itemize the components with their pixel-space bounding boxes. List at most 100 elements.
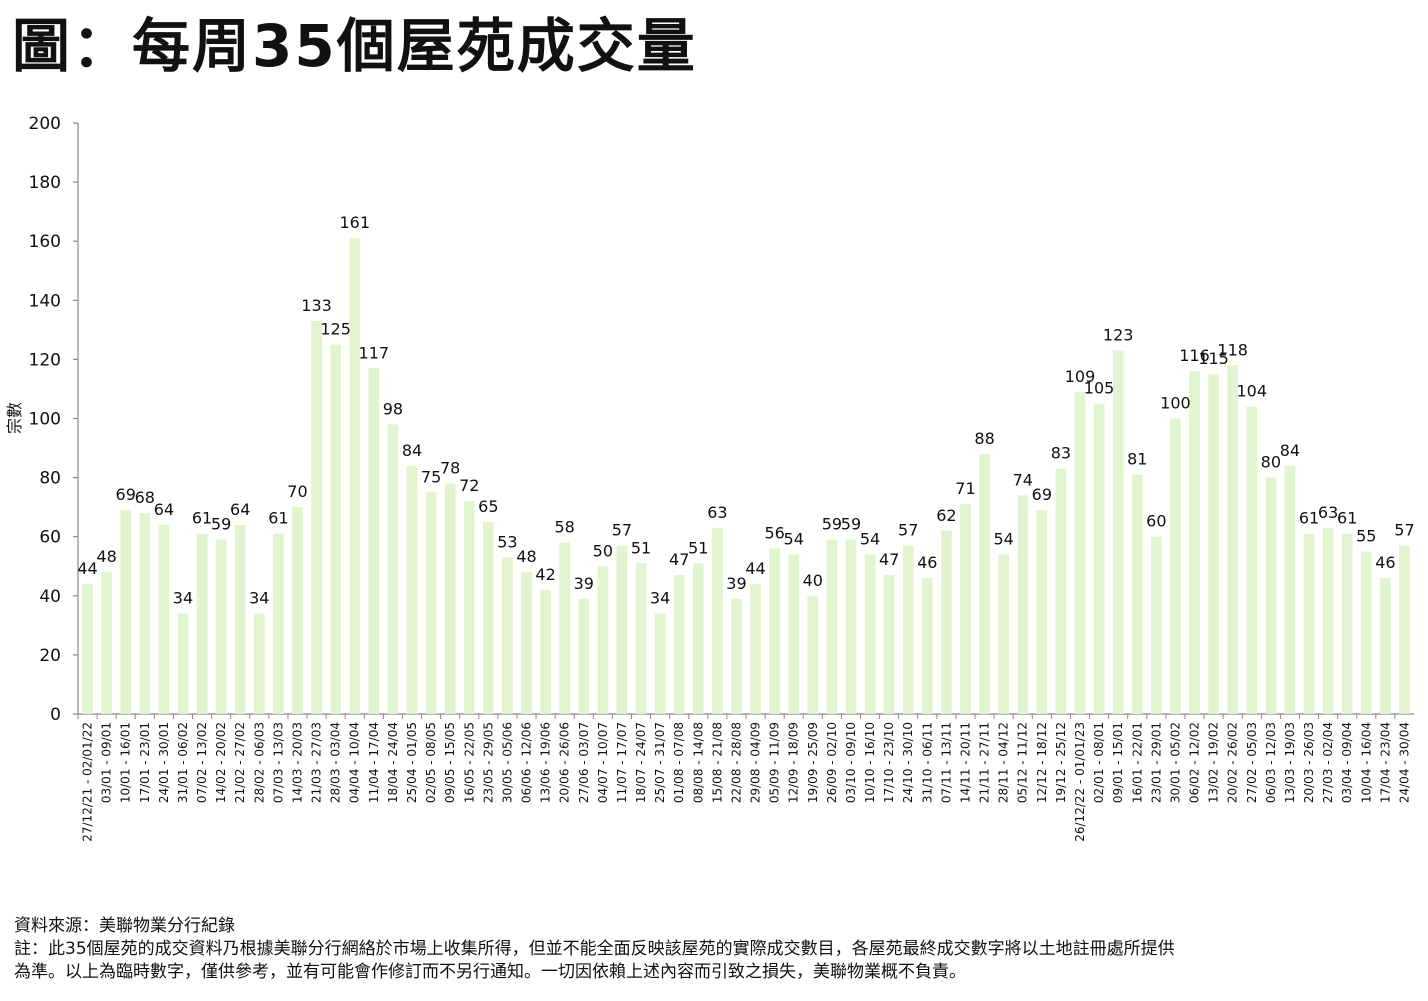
data-label: 54 [784, 529, 804, 548]
data-label: 34 [173, 589, 193, 608]
x-tick-label: 12/12 - 18/12 [1035, 722, 1049, 803]
x-tick-label: 06/03 - 12/03 [1264, 722, 1278, 803]
data-label: 59 [211, 515, 231, 534]
y-tick-label: 0 [50, 705, 61, 725]
data-label: 81 [1127, 450, 1147, 469]
bar [521, 572, 532, 714]
bar [559, 542, 571, 714]
data-label: 34 [249, 589, 269, 608]
data-label: 51 [688, 538, 708, 557]
data-label: 56 [764, 524, 784, 543]
source-note: 資料來源：美聯物業分行紀錄 [14, 916, 235, 936]
x-tick-label: 19/09 - 25/09 [806, 722, 820, 803]
bar [292, 507, 303, 714]
bar [1170, 418, 1181, 714]
x-tick-label: 13/03 - 19/03 [1283, 722, 1297, 803]
bar [673, 575, 685, 714]
data-label: 60 [1146, 512, 1166, 531]
x-tick-label: 13/06 - 19/06 [539, 722, 553, 803]
bar [330, 344, 342, 714]
x-tick-label: 03/01 - 09/01 [100, 722, 114, 803]
data-label: 69 [116, 485, 136, 504]
x-tick-label: 31/10 - 06/11 [920, 722, 934, 803]
x-tick-label: 07/03 - 13/03 [271, 722, 285, 803]
x-tick-label: 09/05 - 15/05 [443, 722, 457, 803]
bar [921, 578, 933, 714]
data-label: 98 [383, 399, 403, 418]
bar [425, 492, 437, 714]
bar [1341, 533, 1353, 714]
data-label: 88 [974, 429, 994, 448]
bar [1208, 374, 1219, 714]
bar [597, 566, 609, 714]
bar [215, 539, 227, 714]
x-tick-label: 24/10 - 30/10 [901, 722, 915, 803]
x-tick-label: 28/03 - 03/04 [329, 722, 343, 803]
x-tick-label: 30/01 - 05/02 [1168, 722, 1182, 803]
data-label: 104 [1236, 382, 1267, 401]
x-tick-label: 11/04 - 17/04 [367, 722, 381, 803]
x-tick-label: 23/01 - 29/01 [1149, 722, 1163, 803]
bar [998, 554, 1010, 714]
x-tick-label: 26/12/22 - 01/01/23 [1073, 722, 1087, 842]
disclaimer-line-2: 為準。以上為臨時數字，僅供參考，並有可能會作修訂而不另行通知。一切因依賴上述內容… [14, 962, 966, 982]
x-tick-label: 06/06 - 12/06 [520, 722, 534, 803]
x-tick-label: 10/01 - 16/01 [119, 722, 133, 803]
data-label: 70 [287, 482, 307, 501]
data-label: 39 [726, 574, 746, 593]
x-tick-label: 21/03 - 27/03 [310, 722, 324, 803]
x-tick-label: 02/01 - 08/01 [1092, 722, 1106, 803]
x-tick-label: 07/02 - 13/02 [195, 722, 209, 803]
bar [578, 598, 590, 714]
data-label: 71 [955, 479, 975, 498]
bar [1036, 510, 1048, 714]
data-label: 75 [421, 467, 441, 486]
x-tick-label: 25/07 - 31/07 [653, 722, 667, 803]
bar [1074, 391, 1086, 714]
bar [349, 238, 361, 714]
data-label: 57 [1394, 521, 1414, 540]
data-label: 64 [230, 500, 250, 519]
bar [540, 589, 551, 714]
bar [1284, 465, 1296, 714]
bar [1017, 495, 1029, 714]
data-label: 51 [631, 538, 651, 557]
bar [883, 575, 895, 714]
data-label: 83 [1051, 444, 1071, 463]
x-tick-label: 03/04 - 09/04 [1340, 722, 1354, 803]
data-label: 133 [301, 296, 332, 315]
data-label: 54 [993, 529, 1013, 548]
x-tick-label: 15/08 - 21/08 [710, 722, 724, 803]
bar [1246, 406, 1258, 714]
bar [177, 613, 189, 714]
data-label: 59 [822, 515, 842, 534]
data-label: 59 [841, 515, 861, 534]
data-label: 84 [1280, 441, 1300, 460]
bar [731, 598, 742, 714]
x-tick-label: 20/06 - 26/06 [558, 722, 572, 803]
x-tick-label: 02/05 - 08/05 [424, 722, 438, 803]
y-tick-label: 100 [29, 410, 61, 430]
x-tick-label: 10/04 - 16/04 [1359, 722, 1373, 803]
data-label: 117 [359, 343, 390, 362]
data-labels: 4448696864346159643461701331251611179884… [77, 213, 1414, 607]
x-tick-label: 27/12/21 - 02/01/22 [81, 722, 95, 842]
bar [1189, 371, 1200, 714]
x-tick-label: 04/07 - 10/07 [596, 722, 610, 803]
bar [1380, 578, 1391, 714]
x-tick-label: 29/08 - 04/09 [749, 722, 763, 803]
data-label: 62 [936, 506, 956, 525]
data-label: 61 [1299, 509, 1319, 528]
bar [788, 554, 800, 714]
data-label: 115 [1198, 349, 1229, 368]
bar [139, 513, 151, 714]
x-tick-label: 31/01 - 06/02 [176, 722, 190, 803]
x-tick-label: 27/03 - 02/04 [1321, 722, 1335, 803]
data-label: 61 [192, 509, 212, 528]
y-tick-label: 40 [39, 587, 61, 607]
data-label: 47 [669, 550, 689, 569]
data-label: 58 [555, 518, 575, 537]
bar [941, 530, 952, 714]
data-label: 54 [860, 529, 880, 548]
x-tick-label: 14/03 - 20/03 [290, 722, 304, 803]
